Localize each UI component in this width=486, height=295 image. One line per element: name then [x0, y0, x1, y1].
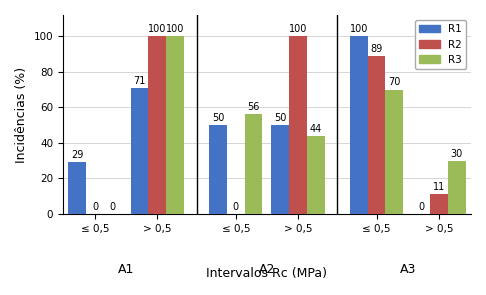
- Text: 100: 100: [166, 24, 184, 34]
- Bar: [307, 136, 325, 214]
- Text: 70: 70: [388, 78, 400, 88]
- Bar: [367, 56, 385, 214]
- Bar: [350, 36, 367, 214]
- Text: 29: 29: [71, 150, 83, 160]
- Text: 100: 100: [349, 24, 368, 34]
- Text: 0: 0: [233, 202, 239, 212]
- Y-axis label: Incidências (%): Incidências (%): [15, 66, 28, 163]
- Text: 50: 50: [274, 113, 287, 123]
- Text: 0: 0: [110, 202, 116, 212]
- Bar: [209, 125, 227, 214]
- Text: 30: 30: [451, 148, 463, 158]
- Text: 100: 100: [289, 24, 307, 34]
- Text: 44: 44: [310, 124, 322, 134]
- Bar: [430, 194, 448, 214]
- Bar: [271, 125, 289, 214]
- Bar: [289, 36, 307, 214]
- Text: 89: 89: [370, 44, 382, 54]
- Legend: R1, R2, R3: R1, R2, R3: [415, 20, 466, 69]
- Bar: [68, 163, 86, 214]
- Text: 50: 50: [212, 113, 224, 123]
- Text: 0: 0: [418, 202, 424, 212]
- Text: 71: 71: [133, 76, 146, 86]
- Bar: [148, 36, 166, 214]
- Text: 100: 100: [148, 24, 167, 34]
- Text: 11: 11: [433, 182, 445, 192]
- Text: 56: 56: [247, 102, 260, 112]
- Bar: [131, 88, 148, 214]
- Text: 0: 0: [92, 202, 98, 212]
- Bar: [244, 114, 262, 214]
- Bar: [385, 90, 403, 214]
- Bar: [166, 36, 184, 214]
- X-axis label: Intervalos Rc (MPa): Intervalos Rc (MPa): [207, 267, 328, 280]
- Bar: [448, 161, 466, 214]
